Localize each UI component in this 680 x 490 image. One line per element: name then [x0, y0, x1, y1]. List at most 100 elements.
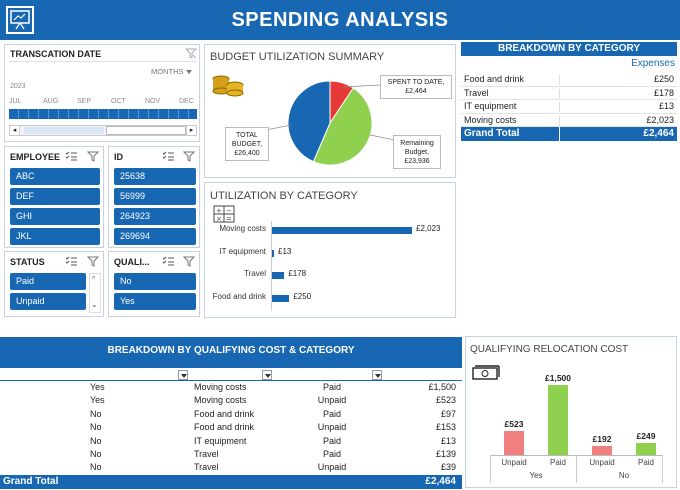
category-cell: Moving costs: [194, 382, 247, 392]
scroll-thumb[interactable]: [106, 126, 186, 135]
chevron-down-icon[interactable]: [186, 70, 192, 74]
divider: [0, 380, 462, 381]
budget-summary-panel: BUDGET UTILIZATION SUMMARY SPENT TO DATE…: [204, 44, 456, 178]
scroll-down-icon[interactable]: ⌄: [91, 300, 98, 309]
qualifying-bar: [548, 385, 568, 455]
category-cell: Travel: [194, 449, 219, 459]
category-value: £250: [653, 74, 674, 84]
category-value: £2,023: [646, 114, 674, 125]
multiselect-icon[interactable]: [162, 256, 175, 268]
status-cell: Unpaid: [317, 462, 347, 473]
slicer-item[interactable]: No: [114, 273, 196, 290]
table-row: No Food and drink Unpaid £153: [0, 421, 462, 435]
grand-total-label: Grand Total: [3, 476, 59, 487]
granularity-dropdown[interactable]: MONTHS: [151, 67, 184, 76]
table-row: No Travel Unpaid £39: [0, 461, 462, 475]
scroll-up-icon[interactable]: ^: [92, 276, 96, 283]
remaining-label: Remaining: [400, 140, 434, 147]
bar-category-label: Travel: [244, 269, 266, 278]
status-slicer: STATUS Paid Unpaid ^ ⌄: [4, 251, 104, 317]
svg-text:×: ×: [216, 215, 222, 223]
bar-group-label: Yes: [529, 471, 543, 480]
category-value: £13: [658, 101, 674, 111]
table-row: Food and drink £250: [461, 73, 677, 87]
multiselect-icon[interactable]: [65, 256, 78, 268]
utilization-bar: [272, 227, 412, 234]
breakdown-category-header: BREAKDOWN BY CATEGORY: [461, 42, 677, 56]
month-label[interactable]: SEP: [77, 98, 92, 105]
slicer-item[interactable]: GHI: [10, 208, 100, 225]
grand-total-value: £2,464: [643, 128, 674, 139]
timeline-ticks: [9, 109, 197, 119]
header-band: [461, 42, 677, 56]
slicer-item[interactable]: 25638: [114, 168, 196, 185]
leader-line: [369, 134, 396, 141]
chevron-down-icon[interactable]: [372, 369, 382, 380]
utilization-bar: [272, 249, 274, 257]
filter-icon[interactable]: [86, 256, 100, 269]
status-cell: Unpaid: [317, 395, 347, 406]
qualifying-slicer: QUALI... No Yes: [108, 251, 200, 317]
slicer-item[interactable]: Unpaid: [10, 293, 86, 310]
status-cell: Paid: [322, 435, 341, 446]
calculator-icon: + − × =: [213, 205, 235, 225]
utilization-bar: [272, 272, 285, 279]
slicer-item[interactable]: Paid: [10, 273, 86, 290]
filter-icon[interactable]: [86, 151, 100, 164]
slicer-item[interactable]: 56999: [114, 188, 196, 205]
qualifying-cell: Yes: [90, 395, 105, 406]
status-cell: Paid: [322, 449, 341, 459]
filter-icon[interactable]: [182, 256, 196, 269]
spent-callout: SPENT TO DATE, £2,464: [380, 75, 452, 99]
slicer-item[interactable]: ABC: [10, 168, 100, 185]
filter-dropdown-paid[interactable]: [372, 369, 382, 380]
filter-clear-icon[interactable]: [184, 48, 198, 61]
filter-dropdown-qualifying[interactable]: [178, 369, 188, 380]
bar-category-label: Unpaid: [501, 458, 527, 467]
expenses-col-header: Expenses: [631, 58, 675, 69]
pie-slices: [287, 80, 373, 166]
filter-dropdown-category[interactable]: [262, 369, 272, 380]
expenses-cell: £153: [435, 422, 456, 433]
svg-text:=: =: [226, 215, 232, 223]
chevron-down-icon[interactable]: [178, 369, 188, 380]
col-header-category: CATEGORY: [212, 370, 257, 379]
slicer-title: QUALI...: [114, 257, 150, 267]
total-label: TOTAL: [236, 132, 258, 139]
category-cell: IT equipment: [194, 435, 247, 446]
filter-icon[interactable]: [182, 151, 196, 164]
chart-title: UTILIZATION BY CATEGORY: [210, 190, 358, 202]
multiselect-icon[interactable]: [65, 151, 78, 163]
slicer-item[interactable]: 269694: [114, 228, 196, 245]
bar-category-label: Unpaid: [589, 458, 615, 467]
slicer-item[interactable]: JKL: [10, 228, 100, 245]
bar-value-label: £192: [592, 434, 612, 445]
timeline-scrollbar[interactable]: ◂ ▸: [9, 125, 197, 136]
scroll-left-button[interactable]: ◂: [10, 126, 20, 135]
status-cell: Paid: [322, 382, 341, 392]
coins-icon: [211, 71, 245, 101]
category-name: IT equipment: [464, 101, 517, 111]
month-label[interactable]: AUG: [43, 98, 59, 105]
col-header-expenses: Expenses: [402, 370, 440, 379]
slicer-title: EMPLOYEE: [10, 152, 61, 162]
category-name: Travel: [464, 87, 489, 98]
chevron-down-icon[interactable]: [262, 369, 272, 380]
month-label[interactable]: OCT: [111, 98, 126, 105]
qualifying-bar: [636, 443, 656, 455]
slicer-item[interactable]: 264923: [114, 208, 196, 225]
expenses-cell: £523: [435, 395, 456, 406]
month-label[interactable]: JUL: [9, 98, 22, 105]
month-label[interactable]: NOV: [145, 98, 161, 105]
bar-value-label: £1,500: [545, 373, 571, 383]
slicer-item[interactable]: DEF: [10, 188, 100, 205]
scroll-right-button[interactable]: ▸: [186, 126, 196, 135]
multiselect-icon[interactable]: [162, 151, 175, 163]
month-label[interactable]: DEC: [179, 98, 194, 105]
bar-category-label: IT equipment: [219, 246, 266, 256]
slicer-item[interactable]: Yes: [114, 293, 196, 310]
axis-tick: [576, 455, 577, 483]
expenses-cell: £39: [440, 462, 456, 473]
slicer-scrollbar[interactable]: ^ ⌄: [89, 273, 101, 313]
divider: [559, 115, 560, 126]
